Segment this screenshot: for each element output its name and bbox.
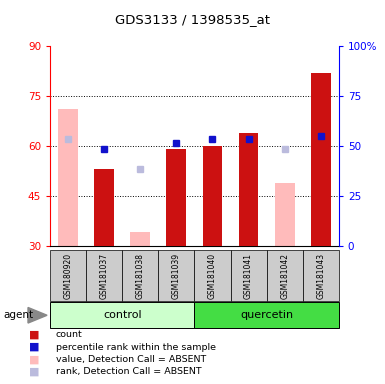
Text: percentile rank within the sample: percentile rank within the sample [56, 343, 216, 352]
Text: GSM181041: GSM181041 [244, 253, 253, 298]
Bar [166, 149, 186, 246]
Text: GSM180920: GSM180920 [64, 252, 73, 299]
Text: ■: ■ [29, 367, 40, 377]
Bar [203, 146, 223, 246]
Bar [94, 169, 114, 246]
Text: ■: ■ [29, 330, 40, 340]
Text: GDS3133 / 1398535_at: GDS3133 / 1398535_at [115, 13, 270, 26]
Polygon shape [28, 308, 47, 323]
Bar [311, 73, 331, 246]
Text: GSM181042: GSM181042 [280, 253, 289, 298]
Text: GSM181039: GSM181039 [172, 252, 181, 299]
Text: count: count [56, 330, 82, 339]
Bar [275, 182, 295, 246]
Bar [239, 132, 258, 246]
Bar [58, 109, 78, 246]
Text: quercetin: quercetin [240, 310, 293, 320]
Text: ■: ■ [29, 354, 40, 364]
Text: GSM181038: GSM181038 [136, 253, 145, 298]
Text: value, Detection Call = ABSENT: value, Detection Call = ABSENT [56, 355, 206, 364]
Text: agent: agent [4, 310, 34, 320]
Text: rank, Detection Call = ABSENT: rank, Detection Call = ABSENT [56, 367, 201, 376]
Text: GSM181043: GSM181043 [316, 252, 325, 299]
Text: GSM181040: GSM181040 [208, 252, 217, 299]
Bar [131, 232, 150, 246]
Text: ■: ■ [29, 342, 40, 352]
Text: GSM181037: GSM181037 [100, 252, 109, 299]
Text: control: control [103, 310, 142, 320]
